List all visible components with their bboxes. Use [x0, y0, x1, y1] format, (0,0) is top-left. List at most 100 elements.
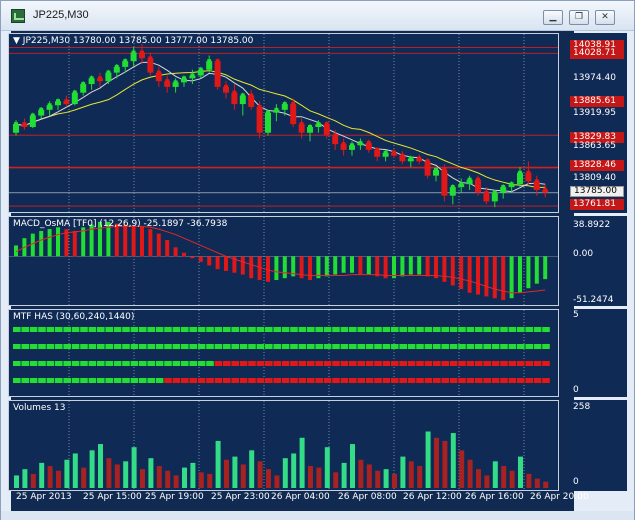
volume-bar — [64, 459, 70, 488]
volume-bar — [190, 462, 196, 488]
macd-histogram-bar — [106, 221, 111, 257]
close-button[interactable]: ✕ — [595, 10, 615, 25]
macd-histogram-bar — [526, 256, 531, 289]
volume-bar — [476, 469, 481, 488]
candle-body — [46, 105, 53, 110]
mtf-cell — [458, 361, 466, 366]
mtf-has-pane[interactable]: MTF HAS (30,60,240,1440) — [8, 309, 559, 397]
candle-body — [38, 109, 45, 116]
macd-histogram-bar — [417, 256, 422, 275]
mtf-cell — [332, 344, 340, 349]
candle-body — [80, 84, 87, 93]
macd-histogram-bar — [358, 256, 363, 275]
mtf-cell — [38, 344, 46, 349]
mtf-cell — [542, 344, 550, 349]
macd-axis-max: 38.8922 — [573, 220, 611, 230]
price-axis-label: 13919.95 — [573, 108, 616, 118]
mtf-cell — [399, 327, 407, 332]
mtf-cell — [475, 361, 483, 366]
macd-histogram-bar — [123, 224, 128, 257]
mtf-cell — [491, 378, 500, 383]
mtf-cell — [399, 361, 407, 366]
mtf-cell — [265, 344, 273, 349]
mtf-cell — [382, 344, 391, 349]
horizontal-scrollbar[interactable] — [1, 511, 634, 520]
mtf-cell — [248, 378, 256, 383]
mtf-cell — [542, 378, 550, 383]
mtf-cell — [382, 361, 391, 366]
mtf-cell — [105, 378, 113, 383]
title-bar[interactable]: JP225,M30 ▁ ❐ ✕ — [1, 1, 634, 31]
mtf-cell — [113, 344, 122, 349]
mtf-cell — [340, 361, 349, 366]
mtf-cell — [475, 344, 483, 349]
volume-bar — [526, 473, 532, 488]
minimize-button[interactable]: ▁ — [543, 10, 563, 25]
mtf-cell — [172, 327, 181, 332]
macd-histogram-bar — [114, 223, 119, 257]
ha-marker — [324, 122, 329, 127]
volume-bar — [350, 444, 355, 488]
ha-marker — [383, 150, 388, 155]
macd-histogram-bar — [165, 240, 170, 257]
macd-histogram-bar — [350, 256, 354, 273]
mtf-cell — [273, 378, 281, 383]
macd-histogram-bar — [450, 256, 455, 286]
candle-body — [231, 92, 238, 105]
candle-body — [206, 61, 213, 70]
mtf-cell — [164, 344, 172, 349]
mtf-cell — [80, 327, 88, 332]
mtf-cell — [206, 344, 214, 349]
macd-histogram-bar — [156, 233, 161, 257]
mtf-cell — [382, 378, 391, 383]
volumes-chart — [14, 401, 549, 490]
macd-histogram-bar — [543, 256, 548, 280]
mtf-cell — [533, 344, 542, 349]
ha-marker — [543, 187, 548, 192]
macd-pane[interactable]: MACD_OsMA [TF0] (12,26,9) -25.1897 -36.7… — [8, 216, 559, 306]
candle-body — [374, 149, 381, 157]
macd-histogram-bar — [190, 256, 195, 259]
mtf-axis-max: 5 — [573, 310, 579, 320]
ha-marker — [366, 141, 371, 146]
mtf-cell — [113, 378, 122, 383]
mtf-cell — [189, 327, 197, 332]
mtf-cell — [332, 361, 340, 366]
time-label: 26 Apr 04:00 — [271, 492, 330, 502]
mtf-cell — [130, 327, 139, 332]
mtf-cell — [500, 344, 508, 349]
mtf-cell — [223, 361, 231, 366]
mtf-cell — [449, 327, 458, 332]
ha-marker — [434, 167, 438, 172]
ha-marker — [282, 102, 287, 107]
volume-bar — [299, 437, 305, 488]
mtf-cell — [239, 378, 248, 383]
mtf-cell — [441, 344, 449, 349]
mtf-cell — [407, 378, 416, 383]
volume-bar — [425, 431, 431, 488]
volume-bar — [442, 440, 448, 488]
mtf-cell — [29, 378, 38, 383]
volume-bar — [341, 462, 347, 488]
mtf-cell — [248, 344, 256, 349]
time-label: 26 Apr 12:00 — [403, 492, 462, 502]
restore-button[interactable]: ❐ — [569, 10, 589, 25]
candle-body — [298, 124, 305, 133]
mtf-cell — [332, 378, 340, 383]
mtf-cell — [340, 344, 349, 349]
mtf-cell — [181, 361, 189, 366]
volumes-pane[interactable]: Volumes 13 — [8, 400, 559, 491]
mtf-cell — [517, 327, 525, 332]
mtf-cell — [307, 344, 315, 349]
current-price-tag: 13785.00 — [570, 186, 624, 197]
mtf-cell — [206, 361, 214, 366]
mtf-cell — [223, 344, 231, 349]
volume-bar — [207, 473, 213, 488]
macd-signal-line — [15, 225, 546, 294]
price-pane[interactable]: ▼ JP225,M30 13780.00 13785.00 13777.00 1… — [8, 33, 559, 213]
mtf-cell — [466, 378, 475, 383]
mtf-cell — [399, 378, 407, 383]
mtf-cell — [483, 344, 491, 349]
mtf-cell — [97, 327, 105, 332]
macd-histogram-bar — [89, 224, 94, 257]
